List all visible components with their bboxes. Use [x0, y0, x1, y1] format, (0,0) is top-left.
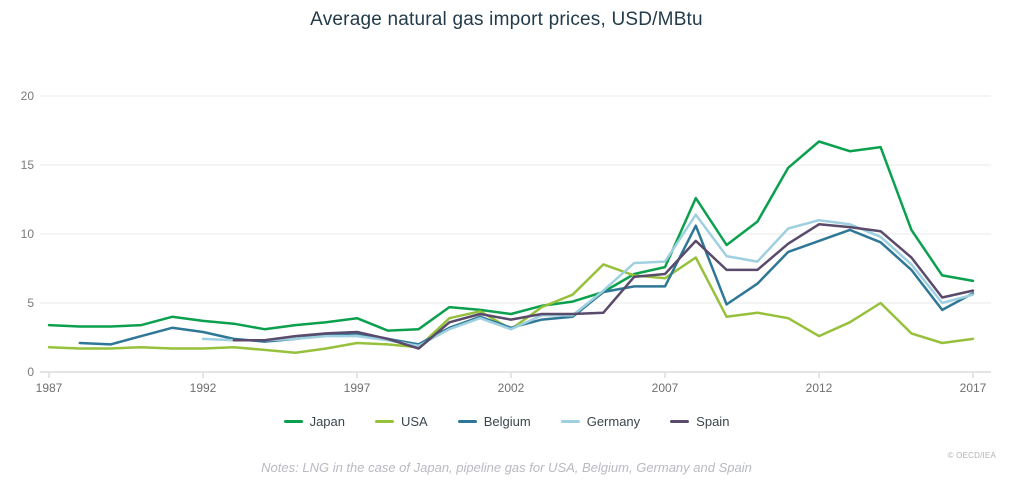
series-line-belgium[interactable] [78, 224, 975, 346]
x-tick-label: 2007 [652, 381, 679, 395]
copyright-label: © OECD/IEA [947, 451, 996, 460]
chart-title: Average natural gas import prices, USD/M… [310, 9, 703, 30]
x-tick-label: 1987 [36, 381, 63, 395]
legend-label-germany: Germany [586, 414, 641, 429]
legend-swatch-germany [560, 420, 580, 423]
y-tick-label: 0 [27, 365, 34, 379]
legend-swatch-spain [670, 420, 690, 423]
series-line-germany[interactable] [201, 213, 975, 348]
legend-label-usa: USA [401, 414, 428, 429]
legend-swatch-belgium [457, 420, 477, 423]
series-line-japan[interactable] [47, 140, 975, 332]
chart-notes: Notes: LNG in the case of Japan, pipelin… [261, 460, 752, 475]
legend-label-spain: Spain [696, 414, 730, 429]
legend-item-usa[interactable]: USA [375, 414, 428, 429]
price-line-chart: 0 5 10 15 20 1987 1992 1997 2002 2007 2012 2017 [21, 89, 991, 395]
legend-swatch-japan [283, 420, 303, 423]
legend-label-belgium: Belgium [483, 414, 531, 429]
x-tick-label: 2012 [806, 381, 833, 395]
x-tick-label: 2002 [498, 381, 525, 395]
legend-item-germany[interactable]: Germany [560, 414, 641, 429]
legend-label-japan: Japan [309, 414, 345, 429]
x-tick-label: 1992 [190, 381, 217, 395]
y-tick-label: 15 [21, 158, 35, 172]
series-line-spain[interactable] [232, 223, 975, 350]
y-tick-label: 20 [21, 89, 35, 103]
y-tick-label: 10 [21, 227, 35, 241]
legend-item-spain[interactable]: Spain [670, 414, 729, 429]
legend: Japan USA Belgium Germany Spain [0, 414, 1013, 429]
series-line-usa[interactable] [47, 256, 975, 354]
legend-item-belgium[interactable]: Belgium [457, 414, 531, 429]
x-tick-label: 2017 [960, 381, 987, 395]
legend-swatch-usa [375, 420, 394, 423]
x-tick-label: 1997 [344, 381, 371, 395]
legend-item-japan[interactable]: Japan [283, 414, 345, 429]
y-tick-label: 5 [27, 296, 34, 310]
